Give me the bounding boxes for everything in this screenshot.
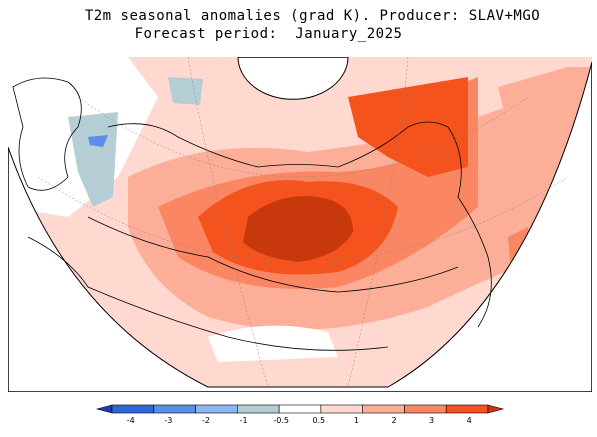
- legend-swatch: [320, 404, 363, 414]
- legend-swatch: [195, 404, 238, 414]
- legend-tick-label: 1: [354, 416, 359, 425]
- legend-swatch: [445, 404, 489, 414]
- graticule: [37, 57, 569, 388]
- coastlines: [12, 77, 492, 351]
- anomaly-field: [8, 57, 592, 387]
- legend-swatch: [237, 404, 280, 414]
- legend-arrow-high: [487, 404, 505, 414]
- legend-swatch: [111, 404, 155, 414]
- legend-arrow-low: [95, 404, 113, 414]
- legend-tick-label: -4: [127, 416, 135, 425]
- legend-tick-label: 4: [467, 416, 472, 425]
- legend-tick-label: -3: [164, 416, 172, 425]
- legend-tick-label: -2: [202, 416, 210, 425]
- legend-tick-label: -0.5: [273, 416, 289, 425]
- legend-swatch: [278, 404, 322, 414]
- legend-tick-label: 0.5: [312, 416, 325, 425]
- legend-swatch: [153, 404, 196, 414]
- legend-tick-label: 2: [391, 416, 396, 425]
- legend-tick-label: -1: [240, 416, 248, 425]
- peak-anomaly-core: [243, 196, 353, 262]
- legend-swatch: [362, 404, 405, 414]
- legend-swatch: [404, 404, 447, 414]
- color-legend: -4 -3 -2 -1 -0.5 0.5 1 2 3 4: [95, 404, 505, 425]
- legend-tick-label: 3: [429, 416, 434, 425]
- map-title: T2m seasonal anomalies (grad K). Produce…: [84, 8, 541, 24]
- cool-anomaly-barents: [168, 77, 203, 105]
- anomaly-map: [8, 57, 592, 392]
- forecast-period: Forecast period: January_2025: [134, 26, 403, 42]
